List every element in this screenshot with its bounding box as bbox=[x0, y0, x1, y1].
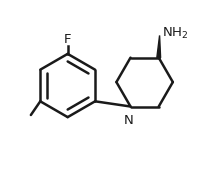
Text: F: F bbox=[64, 33, 71, 46]
Text: N: N bbox=[124, 114, 134, 127]
Text: NH$_2$: NH$_2$ bbox=[162, 26, 189, 41]
Polygon shape bbox=[157, 35, 161, 58]
